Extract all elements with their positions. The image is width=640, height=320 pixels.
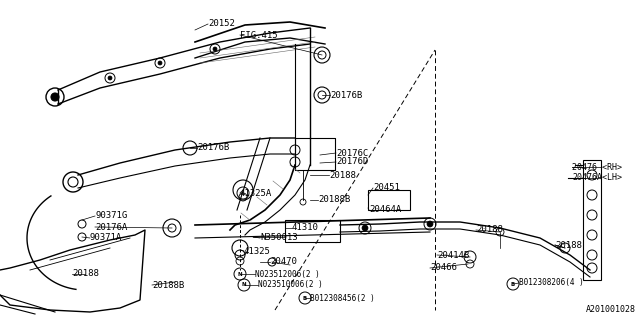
Circle shape [427,221,433,227]
Text: 20188: 20188 [555,241,582,250]
Text: 20466: 20466 [430,263,457,273]
Circle shape [108,76,112,80]
Text: B: B [511,282,515,286]
Text: 20476A<LH>: 20476A<LH> [572,173,622,182]
Text: 20176B: 20176B [197,143,229,153]
Text: 20188B: 20188B [152,281,184,290]
Text: N023510006(2 ): N023510006(2 ) [258,281,323,290]
Text: 90371G: 90371G [95,212,127,220]
Text: 20188: 20188 [476,226,503,235]
Bar [368,190,410,210]
Text: 20176A: 20176A [95,222,127,231]
Bar [583,160,601,280]
Text: 20414B: 20414B [437,251,469,260]
Text: N: N [237,271,243,276]
Text: FIG.415: FIG.415 [240,30,278,39]
Text: B012308456(2 ): B012308456(2 ) [310,293,375,302]
Circle shape [158,61,162,65]
Text: 20188: 20188 [72,269,99,278]
Circle shape [51,93,59,101]
Text: A201001028: A201001028 [586,306,636,315]
Text: B: B [303,295,307,300]
Text: 20188: 20188 [329,171,356,180]
Text: 20176C: 20176C [336,148,368,157]
Text: 20470: 20470 [270,258,297,267]
Text: N: N [242,283,246,287]
Text: 20188B: 20188B [318,196,350,204]
Text: 20451: 20451 [373,183,400,193]
Text: 20152: 20152 [208,20,235,28]
Circle shape [362,225,368,231]
Text: N023512006(2 ): N023512006(2 ) [255,269,320,278]
Text: 20176D: 20176D [336,157,368,166]
Text: 20476 <RH>: 20476 <RH> [572,163,622,172]
Text: 20176B: 20176B [330,91,362,100]
Text: N350013: N350013 [260,234,298,243]
Circle shape [213,47,217,51]
Text: B012308206(4 ): B012308206(4 ) [519,278,584,287]
Text: 41325A: 41325A [240,188,272,197]
Text: 41310: 41310 [292,223,319,233]
Text: 90371A: 90371A [90,234,122,243]
Text: 20464A: 20464A [369,205,401,214]
Text: 41325: 41325 [244,246,271,255]
Bar [285,220,340,242]
